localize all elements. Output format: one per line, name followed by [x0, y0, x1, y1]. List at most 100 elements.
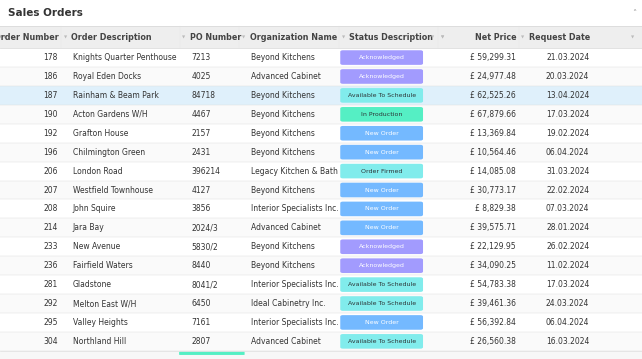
FancyBboxPatch shape — [340, 69, 423, 84]
Text: 4467: 4467 — [191, 110, 211, 119]
Text: Beyond Kitchens: Beyond Kitchens — [251, 242, 315, 251]
Text: Beyond Kitchens: Beyond Kitchens — [251, 129, 315, 138]
Text: Acknowledged: Acknowledged — [359, 55, 404, 60]
Text: ▼: ▼ — [441, 35, 444, 39]
Text: 206: 206 — [43, 167, 58, 176]
FancyBboxPatch shape — [0, 0, 642, 26]
Text: 17.03.2024: 17.03.2024 — [546, 110, 589, 119]
FancyBboxPatch shape — [0, 86, 642, 105]
FancyBboxPatch shape — [0, 200, 642, 218]
Text: 8440: 8440 — [191, 261, 211, 270]
Text: 21.03.2024: 21.03.2024 — [546, 53, 589, 62]
Text: Interior Specialists Inc.: Interior Specialists Inc. — [251, 204, 338, 213]
Text: £ 34,090.25: £ 34,090.25 — [469, 261, 516, 270]
Text: 178: 178 — [44, 53, 58, 62]
FancyBboxPatch shape — [340, 277, 423, 292]
Text: ▼: ▼ — [441, 35, 444, 39]
Text: Advanced Cabinet: Advanced Cabinet — [251, 337, 321, 346]
Text: Acknowledged: Acknowledged — [359, 244, 404, 249]
Text: Acknowledged: Acknowledged — [359, 263, 404, 268]
Text: Legacy Kitchen & Bath: Legacy Kitchen & Bath — [251, 167, 338, 176]
Text: Available To Schedule: Available To Schedule — [347, 301, 416, 306]
Text: 07.03.2024: 07.03.2024 — [546, 204, 589, 213]
Text: £ 8,829.38: £ 8,829.38 — [475, 204, 516, 213]
Text: New Order: New Order — [365, 131, 399, 136]
Text: £ 39,575.71: £ 39,575.71 — [469, 223, 516, 232]
Text: 281: 281 — [44, 280, 58, 289]
FancyBboxPatch shape — [340, 126, 423, 140]
Text: £ 67,879.66: £ 67,879.66 — [469, 110, 516, 119]
FancyBboxPatch shape — [340, 315, 423, 330]
FancyBboxPatch shape — [0, 181, 642, 200]
Text: Knights Quarter Penthouse: Knights Quarter Penthouse — [73, 53, 176, 62]
Text: £ 14,085.08: £ 14,085.08 — [470, 167, 516, 176]
FancyBboxPatch shape — [0, 67, 642, 86]
Text: Northland Hill: Northland Hill — [73, 337, 126, 346]
Text: 84718: 84718 — [191, 91, 215, 100]
Text: Melton East W/H: Melton East W/H — [73, 299, 136, 308]
Text: Rainham & Beam Park: Rainham & Beam Park — [73, 91, 159, 100]
Text: John Squire: John Squire — [73, 204, 116, 213]
Text: New Order: New Order — [365, 320, 399, 325]
Text: 6450: 6450 — [191, 299, 211, 308]
Text: 16.03.2024: 16.03.2024 — [546, 337, 589, 346]
Text: Beyond Kitchens: Beyond Kitchens — [251, 148, 315, 157]
Text: London Road: London Road — [73, 167, 122, 176]
Text: 8041/2: 8041/2 — [191, 280, 218, 289]
Text: 196: 196 — [43, 148, 58, 157]
Text: ▼: ▼ — [3, 35, 6, 39]
Text: ▼: ▼ — [342, 35, 345, 39]
Text: 2431: 2431 — [191, 148, 211, 157]
Text: 24.03.2024: 24.03.2024 — [546, 299, 589, 308]
Text: £ 54,783.38: £ 54,783.38 — [470, 280, 516, 289]
Text: 4127: 4127 — [191, 186, 211, 195]
Text: 186: 186 — [44, 72, 58, 81]
FancyBboxPatch shape — [0, 237, 642, 256]
Text: Acknowledged: Acknowledged — [359, 74, 404, 79]
Text: ▼: ▼ — [242, 35, 245, 39]
Text: 17.03.2024: 17.03.2024 — [546, 280, 589, 289]
Text: New Order: New Order — [365, 187, 399, 192]
Text: £ 39,461.36: £ 39,461.36 — [469, 299, 516, 308]
FancyBboxPatch shape — [0, 124, 642, 143]
Text: 28.01.2024: 28.01.2024 — [546, 223, 589, 232]
Text: 31.03.2024: 31.03.2024 — [546, 167, 589, 176]
Text: 06.04.2024: 06.04.2024 — [546, 318, 589, 327]
FancyBboxPatch shape — [0, 332, 642, 351]
Text: 2157: 2157 — [191, 129, 211, 138]
Text: 19.02.2024: 19.02.2024 — [546, 129, 589, 138]
Text: £ 62,525.26: £ 62,525.26 — [470, 91, 516, 100]
Text: 20.03.2024: 20.03.2024 — [546, 72, 589, 81]
FancyBboxPatch shape — [340, 145, 423, 159]
FancyBboxPatch shape — [340, 107, 423, 122]
Text: £ 22,129.95: £ 22,129.95 — [470, 242, 516, 251]
Text: Organization Name: Organization Name — [250, 33, 337, 42]
Text: New Order: New Order — [365, 206, 399, 211]
FancyBboxPatch shape — [0, 48, 642, 67]
FancyBboxPatch shape — [0, 143, 642, 162]
Text: 295: 295 — [43, 318, 58, 327]
Text: New Order: New Order — [365, 150, 399, 155]
Text: 192: 192 — [44, 129, 58, 138]
FancyBboxPatch shape — [0, 26, 642, 48]
Text: Net Price: Net Price — [474, 33, 516, 42]
Text: 3856: 3856 — [191, 204, 211, 213]
Text: 22.02.2024: 22.02.2024 — [546, 186, 589, 195]
Text: 190: 190 — [43, 110, 58, 119]
FancyBboxPatch shape — [0, 105, 642, 124]
Text: 233: 233 — [43, 242, 58, 251]
Text: Available To Schedule: Available To Schedule — [347, 93, 416, 98]
Text: Interior Specialists Inc.: Interior Specialists Inc. — [251, 318, 338, 327]
Text: 26.02.2024: 26.02.2024 — [546, 242, 589, 251]
Text: PO Number: PO Number — [190, 33, 241, 42]
FancyBboxPatch shape — [340, 296, 423, 311]
Text: 5830/2: 5830/2 — [191, 242, 218, 251]
Text: Chilmington Green: Chilmington Green — [73, 148, 144, 157]
Text: New Order: New Order — [365, 225, 399, 230]
Text: 2807: 2807 — [191, 337, 211, 346]
FancyBboxPatch shape — [0, 218, 642, 237]
Text: £ 30,773.17: £ 30,773.17 — [469, 186, 516, 195]
Text: Order Firmed: Order Firmed — [361, 169, 403, 174]
Text: Beyond Kitchens: Beyond Kitchens — [251, 53, 315, 62]
Text: Grafton House: Grafton House — [73, 129, 128, 138]
